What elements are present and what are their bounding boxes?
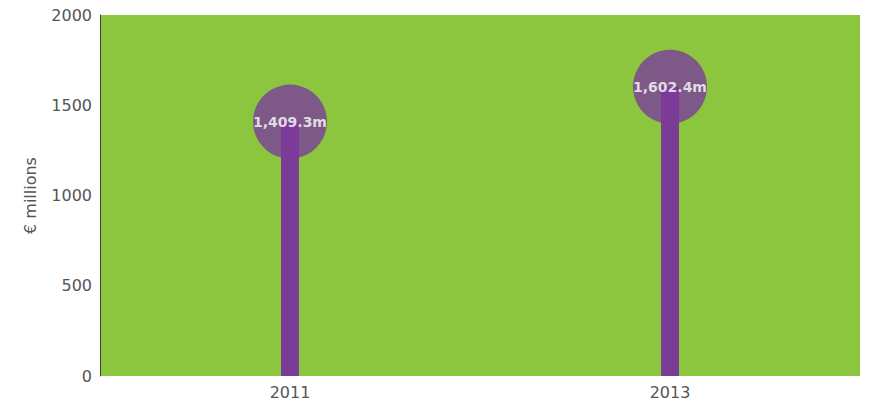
svg-text:2000: 2000: [51, 6, 92, 25]
svg-text:1000: 1000: [51, 186, 92, 205]
svg-text:2011: 2011: [270, 383, 311, 402]
svg-text:1,409.3m: 1,409.3m: [253, 114, 327, 130]
svg-text:500: 500: [61, 276, 92, 295]
svg-text:0: 0: [82, 367, 92, 386]
svg-text:1,602.4m: 1,602.4m: [633, 79, 707, 95]
svg-text:€ millions: € millions: [21, 157, 40, 234]
svg-text:1500: 1500: [51, 96, 92, 115]
svg-text:2013: 2013: [650, 383, 691, 402]
